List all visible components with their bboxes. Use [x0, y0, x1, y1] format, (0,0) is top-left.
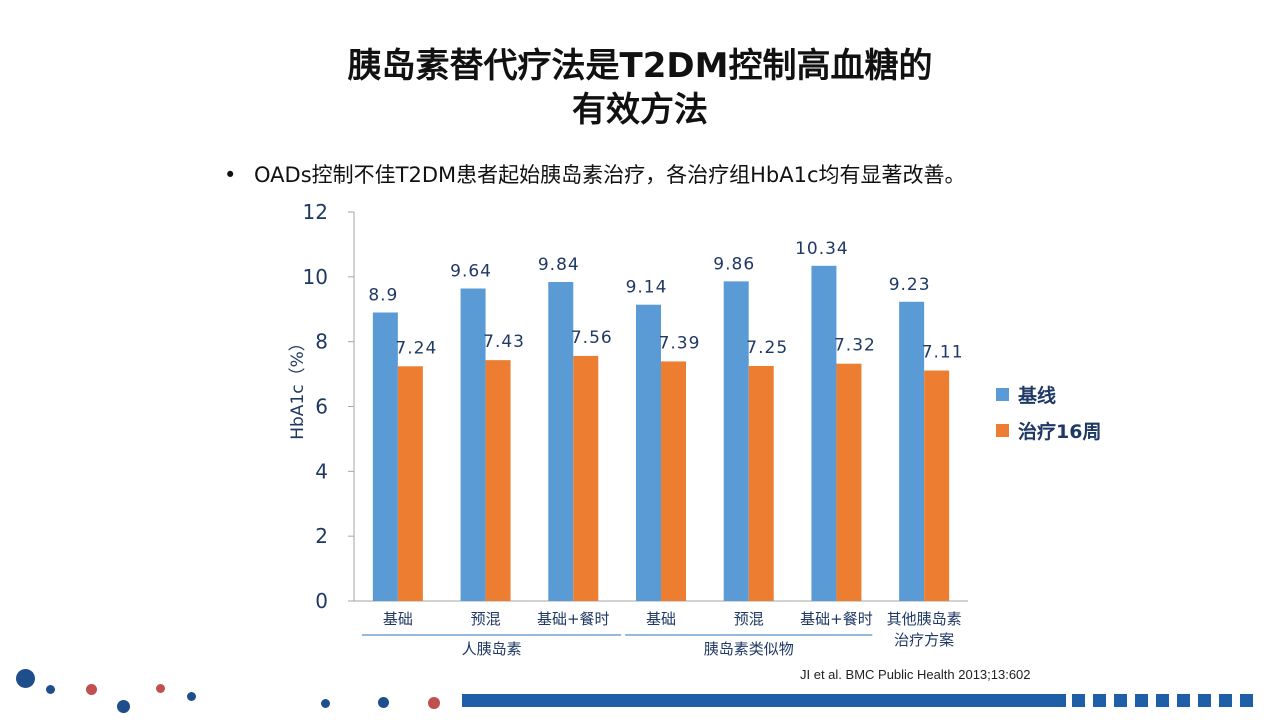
legend-swatch-baseline — [996, 387, 1009, 401]
title-line-1: 胰岛素替代疗法是T2DM控制高血糖的 — [347, 46, 933, 86]
bar-treatment — [573, 355, 599, 601]
footer-square — [1177, 694, 1190, 707]
footer-bar — [462, 694, 1066, 707]
data-label-treatment: 7.43 — [483, 332, 525, 352]
x-category-label: 其他胰岛素治疗方案 — [887, 610, 962, 649]
data-label-treatment: 7.39 — [659, 333, 701, 353]
data-label-baseline: 8.9 — [368, 285, 398, 305]
group-label: 人胰岛素 — [462, 640, 522, 658]
y-tick-label: 6 — [315, 395, 328, 419]
y-tick-label: 4 — [315, 459, 328, 483]
data-label-baseline: 9.64 — [450, 262, 492, 282]
bar-treatment — [836, 363, 862, 601]
decorative-dot — [46, 685, 55, 694]
decorative-dot — [156, 684, 165, 693]
bullet-point: • OADs控制不佳T2DM患者起始胰岛素治疗，各治疗组HbA1c均有显著改善。 — [224, 160, 966, 190]
bullet-text: OADs控制不佳T2DM患者起始胰岛素治疗，各治疗组HbA1c均有显著改善。 — [254, 163, 966, 187]
data-label-treatment: 7.11 — [922, 343, 964, 363]
citation: JI et al. BMC Public Health 2013;13:602 — [800, 667, 1031, 682]
footer-square — [1072, 694, 1085, 707]
bar-baseline — [723, 281, 749, 601]
bar-baseline — [372, 312, 398, 601]
footer-square — [1135, 694, 1148, 707]
x-category-label: 基础 — [383, 610, 413, 628]
decorative-dot — [187, 692, 196, 701]
x-category-label: 预混 — [734, 610, 764, 628]
data-label-treatment: 7.24 — [395, 338, 437, 358]
decorative-dot — [378, 697, 389, 708]
decorative-dot — [86, 684, 97, 695]
decorative-dot — [117, 700, 130, 713]
bar-treatment — [485, 360, 511, 601]
bar-baseline — [811, 265, 837, 601]
x-category-label: 预混 — [471, 610, 501, 628]
bullet-marker: • — [224, 163, 237, 187]
data-label-baseline: 9.23 — [889, 275, 931, 295]
decorative-dot — [321, 699, 330, 708]
data-label-treatment: 7.56 — [571, 328, 613, 348]
y-tick-label: 8 — [315, 330, 328, 354]
title-line-2: 有效方法 — [572, 90, 708, 130]
bar-treatment — [397, 366, 423, 601]
bar-baseline — [460, 288, 486, 601]
y-tick-label: 2 — [315, 524, 328, 548]
bar-treatment — [661, 361, 686, 601]
data-label-baseline: 9.84 — [538, 255, 580, 275]
footer-square — [1093, 694, 1106, 707]
data-label-treatment: 7.25 — [746, 338, 788, 358]
legend-label-treatment: 治疗16周 — [1018, 420, 1102, 443]
decorative-dot — [428, 697, 440, 709]
data-label-baseline: 10.34 — [795, 239, 849, 259]
chart-legend: 基线 治疗16周 — [996, 376, 1101, 448]
decorative-dot — [16, 669, 35, 688]
footer-square — [1219, 694, 1232, 707]
y-tick-label: 10 — [303, 265, 328, 289]
footer-square — [1114, 694, 1127, 707]
data-label-baseline: 9.14 — [626, 278, 668, 298]
bar-treatment — [924, 370, 950, 601]
legend-item-treatment: 治疗16周 — [996, 412, 1101, 448]
footer-square — [1240, 694, 1253, 707]
legend-swatch-treatment — [996, 423, 1009, 437]
x-category-label: 基础+餐时 — [800, 610, 873, 628]
bar-treatment — [748, 365, 774, 601]
group-label: 胰岛素类似物 — [704, 640, 794, 658]
bar-baseline — [899, 301, 925, 601]
y-tick-label: 0 — [315, 589, 328, 613]
footer-squares — [1072, 694, 1261, 707]
bar-baseline — [636, 304, 661, 601]
slide-title: 胰岛素替代疗法是T2DM控制高血糖的 有效方法 — [0, 44, 1280, 132]
bar-baseline — [548, 282, 574, 601]
x-category-label: 基础+餐时 — [537, 610, 610, 628]
footer-square — [1156, 694, 1169, 707]
y-tick-label: 12 — [303, 200, 328, 224]
footer-square — [1198, 694, 1211, 707]
legend-label-baseline: 基线 — [1018, 384, 1057, 407]
y-axis-title: HbA1c（%） — [288, 334, 308, 440]
data-label-baseline: 9.86 — [713, 254, 755, 274]
legend-item-baseline: 基线 — [996, 376, 1101, 412]
x-category-label: 基础 — [646, 610, 676, 628]
data-label-treatment: 7.32 — [834, 336, 876, 356]
